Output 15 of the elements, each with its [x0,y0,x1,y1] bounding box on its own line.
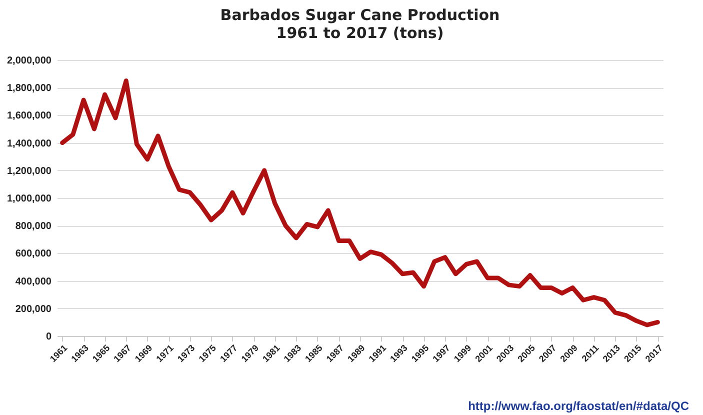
y-tick-label: 600,000 [15,248,52,260]
y-tick-label: 2,000,000 [7,56,52,66]
y-tick-label: 1,400,000 [7,138,52,150]
y-tick-label: 1,000,000 [7,194,52,204]
y-tick-label: 400,000 [15,276,52,288]
y-tick-label: 1,200,000 [7,166,52,177]
chart-title: Barbados Sugar Cane Production [220,6,500,24]
y-tick-label: 1,600,000 [7,110,52,122]
y-tick-label: 1,800,000 [7,83,52,94]
chart-subtitle: 1961 to 2017 (tons) [276,24,444,42]
y-tick-label: 0 [46,332,52,342]
line-series [60,78,660,328]
y-tick-label: 200,000 [15,304,52,315]
text: http://www.fao.org/faostat/en/#data/QC [468,399,689,413]
y-tick-label: 800,000 [15,221,52,232]
